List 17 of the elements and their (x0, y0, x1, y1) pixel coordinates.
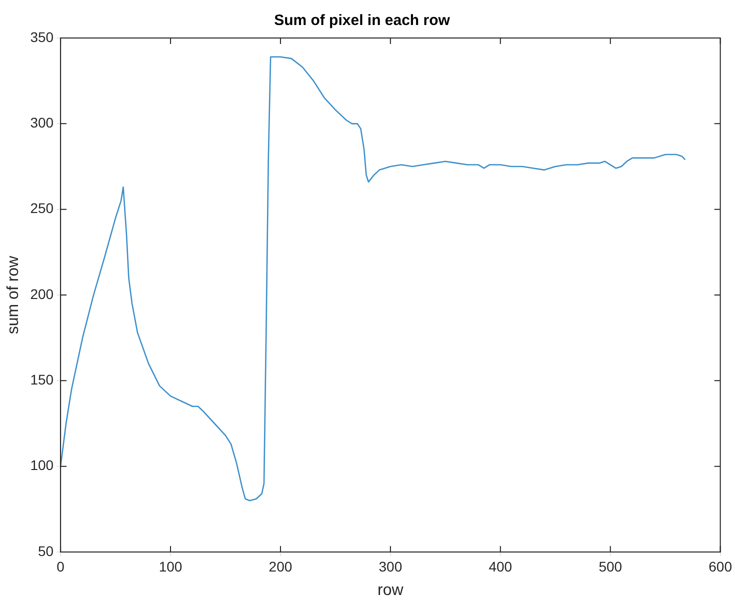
x-tick-label: 200 (268, 558, 292, 574)
x-tick-label: 300 (378, 558, 402, 574)
y-tick-label: 100 (30, 457, 54, 474)
y-tick-label: 250 (30, 200, 54, 216)
chart-title: Sum of pixel in each row (274, 12, 450, 30)
y-tick-label: 200 (30, 286, 54, 302)
y-tick-label: 350 (30, 28, 54, 45)
x-axis-title: row (378, 582, 404, 599)
x-tick-label: 500 (598, 558, 622, 574)
x-tick-label: 600 (708, 558, 732, 574)
x-tick-label: 0 (56, 558, 65, 574)
y-axis-title: sum of row (5, 255, 22, 334)
x-tick-label: 100 (158, 558, 182, 574)
y-tick-label: 150 (30, 372, 54, 388)
y-tick-label: 300 (30, 114, 54, 131)
y-tick-label: 50 (38, 542, 54, 559)
x-tick-label: 400 (488, 558, 512, 574)
